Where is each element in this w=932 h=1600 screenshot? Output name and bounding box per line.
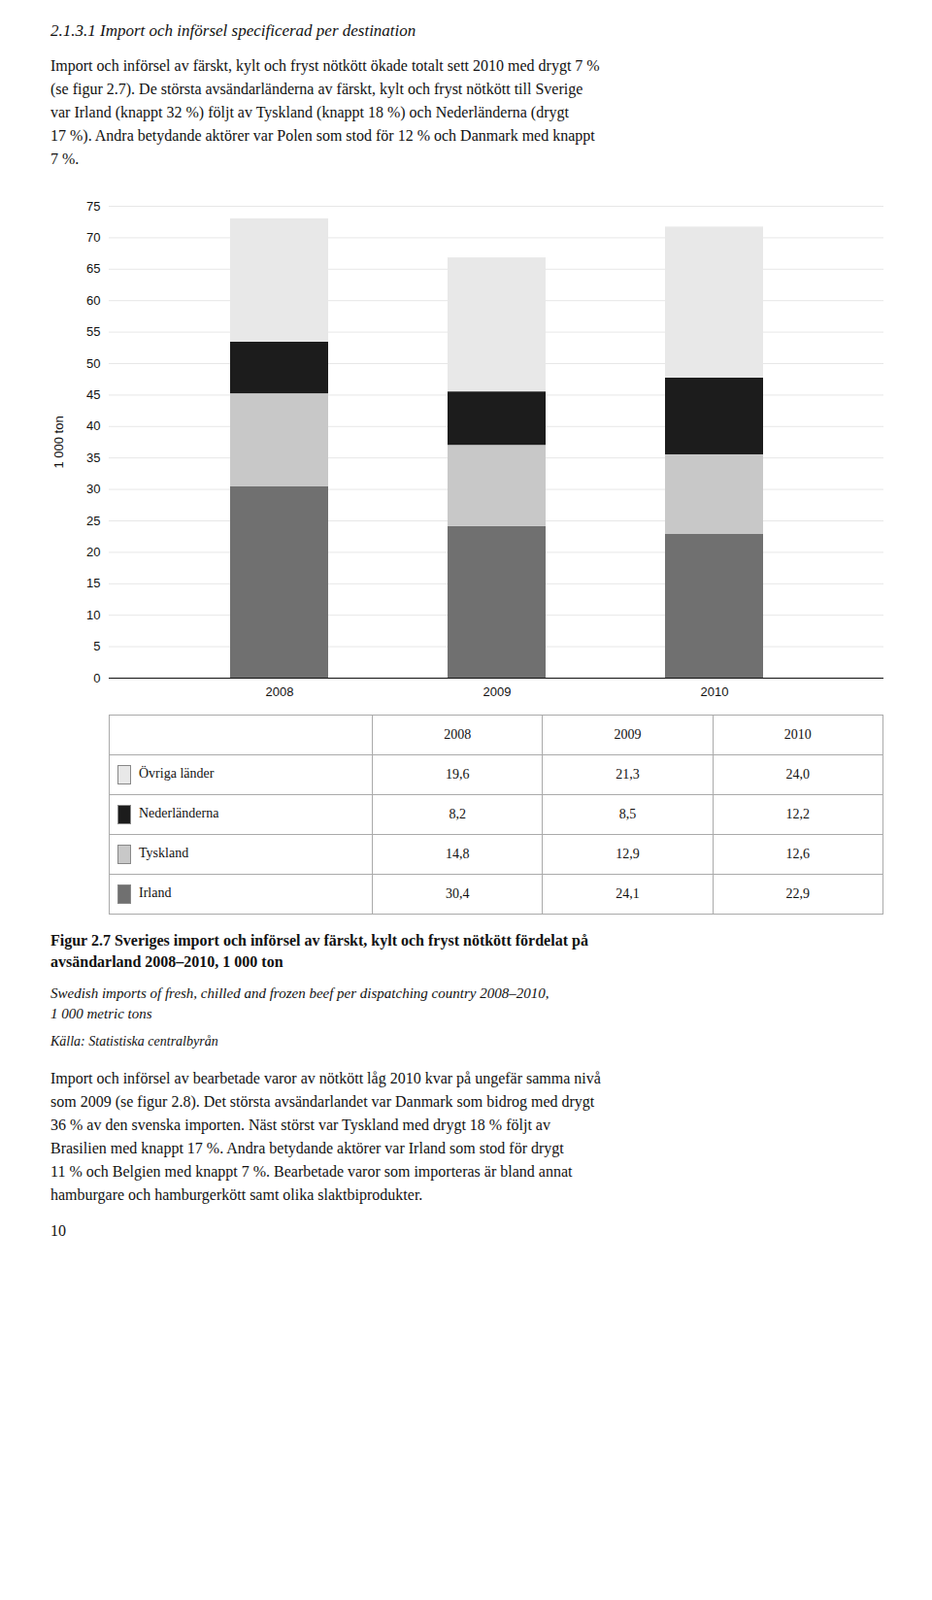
html-text:2.1.3.1 Import och införsel sp: 2.1.3.1 Import och införsel specificerad…: [50, 21, 416, 40]
html-text:19,6: 19,6: [445, 766, 470, 782]
svg-text:25: 25: [86, 513, 100, 529]
html-text:Övriga länder: Övriga länder: [138, 766, 214, 781]
html-text:8,2: 8,2: [448, 806, 466, 822]
html-text:12,6: 12,6: [785, 846, 810, 862]
html-text:30,4: 30,4: [445, 886, 470, 901]
html-text:14,8: 14,8: [445, 846, 470, 862]
svg-text:0: 0: [93, 670, 100, 686]
html-text:Nederländerna: Nederländerna: [138, 805, 219, 821]
html-text:Figur 2.7 Sveriges import och: Figur 2.7 Sveriges import och införsel a…: [50, 932, 589, 971]
html-text:2010: 2010: [784, 727, 812, 742]
html-text:Källa: Statistiska centralbyrå: Källa: Statistiska centralbyrån: [50, 1033, 219, 1049]
html-text:21,3: 21,3: [615, 766, 640, 782]
svg-text:2010: 2010: [700, 684, 730, 699]
svg-text:2008: 2008: [266, 684, 295, 699]
svg-text:60: 60: [86, 293, 100, 308]
html-text:8,5: 8,5: [619, 806, 637, 822]
html-text:2008: 2008: [443, 727, 471, 742]
svg-text:40: 40: [86, 418, 100, 433]
html-text:22,9: 22,9: [785, 886, 810, 901]
html-text:Tyskland: Tyskland: [138, 845, 189, 861]
svg-text:70: 70: [86, 230, 100, 245]
svg-text:30: 30: [86, 481, 100, 497]
svg-text:45: 45: [86, 387, 100, 402]
svg-text:35: 35: [86, 450, 100, 466]
svg-text:20: 20: [86, 544, 100, 560]
html-text:24,1: 24,1: [615, 886, 640, 901]
svg-text:1 000 ton: 1 000 ton: [51, 415, 67, 468]
svg-text:50: 50: [86, 356, 100, 371]
html-text:12,9: 12,9: [615, 846, 640, 862]
html-text:2009: 2009: [614, 727, 642, 742]
html-text:10: 10: [50, 1222, 67, 1239]
svg-text:15: 15: [86, 575, 100, 591]
svg-text:75: 75: [86, 199, 100, 214]
svg-text:10: 10: [86, 607, 100, 623]
svg-text:55: 55: [86, 324, 100, 339]
svg-text:2009: 2009: [483, 684, 512, 699]
html-text:Import och införsel av bearbet: Import och införsel av bearbetade varor …: [50, 1069, 601, 1203]
html-text:Import och införsel av färskt,: Import och införsel av färskt, kylt och …: [50, 57, 600, 167]
svg-text:65: 65: [86, 261, 100, 276]
html-text:12,2: 12,2: [785, 806, 810, 822]
html-text:Swedish imports of fresh, chil: Swedish imports of fresh, chilled and fr…: [50, 985, 549, 1022]
html-text:Irland: Irland: [138, 885, 172, 901]
html-text:24,0: 24,0: [785, 766, 810, 782]
svg-text:5: 5: [93, 638, 100, 654]
